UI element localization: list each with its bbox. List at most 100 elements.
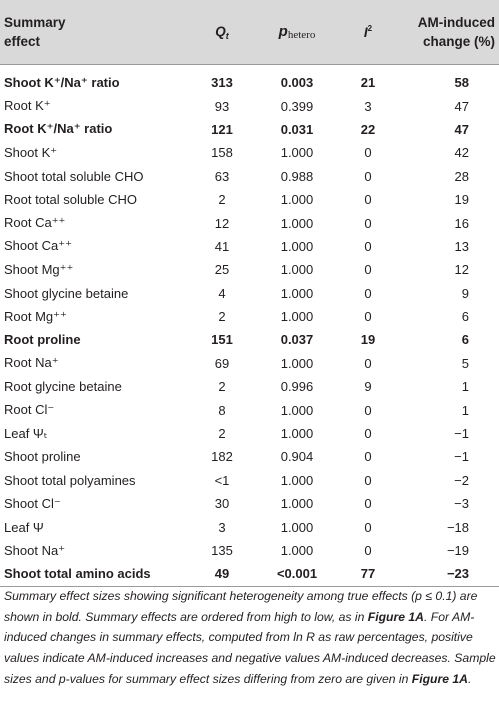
table-row: Shoot total polyamines <1 1.000 0 −2 xyxy=(0,469,499,492)
cell-am-induced-change: −1 xyxy=(454,426,469,442)
cell-am-induced-change: −23 xyxy=(396,562,499,587)
cell-p-hetero: 1.000 xyxy=(280,192,314,208)
cell-i-squared: 0 xyxy=(364,543,372,558)
cell-q-t: 151 xyxy=(211,332,233,348)
cell-summary-effect: Root glycine betaine xyxy=(4,379,122,395)
cell-q-t: 12 xyxy=(214,215,230,231)
cell-p-hetero: 1.000 xyxy=(280,309,314,325)
cell-i-squared: 77 xyxy=(340,562,396,587)
cell-am-induced-change: 58 xyxy=(454,75,469,91)
caption-figure-link-1[interactable]: Figure 1A xyxy=(367,609,424,624)
cell-q-t: 69 xyxy=(214,355,230,371)
cell-i-squared: 0 xyxy=(364,519,372,535)
caption-figure-link-2[interactable]: Figure 1A xyxy=(411,671,468,686)
cell-am-induced-change: 1 xyxy=(461,379,469,395)
cell-summary-effect: Shoot K⁺/Na⁺ ratio xyxy=(4,74,120,90)
cell-i-squared: 21 xyxy=(360,75,376,91)
cell-am-induced-change: −3 xyxy=(454,496,469,512)
cell-i-squared: 0 xyxy=(364,472,372,488)
cell-summary-effect: Shoot Ca⁺⁺ xyxy=(4,238,72,254)
table-row: Shoot total soluble CHO 63 0.988 0 28 xyxy=(0,165,499,188)
cell-summary-effect: Shoot K⁺ xyxy=(4,144,58,160)
cell-summary-effect: Root Ca⁺⁺ xyxy=(4,215,66,231)
cell-i-squared: 0 xyxy=(364,355,372,371)
cell-am-induced-change: 6 xyxy=(461,309,469,325)
header-summary-effect: Summary effect xyxy=(0,0,190,65)
cell-q-t: 3 xyxy=(218,519,226,535)
cell-summary-effect: Shoot glycine betaine xyxy=(4,285,129,301)
cell-p-hetero: <0.001 xyxy=(254,562,340,587)
cell-am-induced-change: 47 xyxy=(454,98,469,114)
cell-p-hetero: 1.000 xyxy=(280,262,314,278)
cell-summary-effect: Root Cl⁻ xyxy=(4,402,55,418)
cell-p-hetero: 0.037 xyxy=(280,332,314,348)
cell-i-squared: 0 xyxy=(364,238,372,254)
cell-i-squared: 0 xyxy=(364,402,372,418)
cell-q-t: 8 xyxy=(218,402,226,418)
cell-p-hetero: 1.000 xyxy=(280,426,314,442)
cell-p-hetero: 1.000 xyxy=(280,145,314,161)
cell-i-squared: 0 xyxy=(364,262,372,278)
cell-q-t: 313 xyxy=(211,75,233,91)
cell-i-squared: 19 xyxy=(360,332,376,348)
cell-q-t: 63 xyxy=(214,168,230,184)
header-q-subscript: t xyxy=(225,30,229,41)
cell-i-squared: 22 xyxy=(360,121,376,137)
header-change-line2: change (%) xyxy=(422,34,495,49)
cell-p-hetero: 1.000 xyxy=(280,519,314,535)
table-row: Shoot Mg⁺⁺ 25 1.000 0 12 xyxy=(0,258,499,281)
table-header-row: Summary effect Qt phetero I2 AM-induced … xyxy=(0,0,499,65)
header-effect-line1: Summary xyxy=(4,15,66,30)
cell-summary-effect: Root Na⁺ xyxy=(4,355,59,371)
table-row: Root proline 151 0.037 19 6 xyxy=(0,328,499,351)
table-row: Shoot Na⁺ 135 1.000 0 −19 xyxy=(0,539,499,562)
cell-am-induced-change: 13 xyxy=(454,238,469,254)
cell-summary-effect: Shoot proline xyxy=(4,449,81,465)
cell-i-squared: 0 xyxy=(364,449,372,465)
cell-p-hetero: 1.000 xyxy=(280,543,314,558)
cell-q-t: 2 xyxy=(218,309,226,325)
cell-i-squared: 3 xyxy=(364,98,372,114)
cell-am-induced-change: 28 xyxy=(454,168,469,184)
cell-summary-effect: Shoot total polyamines xyxy=(4,472,136,488)
table-row: Shoot glycine betaine 4 1.000 0 9 xyxy=(0,282,499,305)
cell-p-hetero: 0.003 xyxy=(280,75,314,91)
cell-i-squared: 0 xyxy=(364,192,372,208)
caption-text-2: . For AM-induced changes in summary effe… xyxy=(4,609,496,686)
cell-q-t: 93 xyxy=(214,98,230,114)
cell-p-hetero: 0.031 xyxy=(280,121,314,137)
cell-summary-effect: Shoot Mg⁺⁺ xyxy=(4,261,74,277)
table-row: Shoot K⁺/Na⁺ ratio 313 0.003 21 58 xyxy=(0,71,499,94)
table-row: Root Ca⁺⁺ 12 1.000 0 16 xyxy=(0,211,499,234)
cell-p-hetero: 1.000 xyxy=(280,355,314,371)
cell-q-t: 30 xyxy=(214,496,230,512)
header-change-line1: AM-induced xyxy=(417,15,495,30)
cell-p-hetero: 0.904 xyxy=(280,449,314,465)
cell-q-t: 135 xyxy=(211,543,233,558)
table-row: Root K⁺ 93 0.399 3 47 xyxy=(0,94,499,117)
table-row: Shoot total amino acids 49 <0.001 77 −23 xyxy=(0,562,499,587)
cell-p-hetero: 0.996 xyxy=(280,379,314,395)
table-row: Root Cl⁻ 8 1.000 0 1 xyxy=(0,398,499,421)
cell-p-hetero: 1.000 xyxy=(280,496,314,512)
cell-am-induced-change: 5 xyxy=(461,355,469,371)
cell-summary-effect: Root K⁺ xyxy=(4,98,51,114)
cell-q-t: 121 xyxy=(211,121,233,137)
cell-q-t: 2 xyxy=(218,426,226,442)
cell-q-t: <1 xyxy=(214,472,230,488)
cell-summary-effect: Root K⁺/Na⁺ ratio xyxy=(4,121,113,137)
cell-q-t: 2 xyxy=(218,192,226,208)
cell-am-induced-change: −18 xyxy=(446,519,469,535)
cell-p-hetero: 1.000 xyxy=(280,402,314,418)
header-p-hetero: phetero xyxy=(254,0,340,65)
caption-text-1: Summary effect sizes showing significant… xyxy=(4,589,478,624)
table-body: Shoot K⁺/Na⁺ ratio 313 0.003 21 58 Root K⁺ 93 0… xyxy=(0,65,499,587)
cell-i-squared: 0 xyxy=(364,426,372,442)
cell-summary-effect: Shoot total soluble CHO xyxy=(4,168,144,184)
summary-effects-table: Summary effect Qt phetero I2 AM-induced … xyxy=(0,0,499,587)
cell-am-induced-change: −1 xyxy=(454,449,469,465)
table-row: Root total soluble CHO 2 1.000 0 19 xyxy=(0,188,499,211)
cell-i-squared: 0 xyxy=(364,168,372,184)
header-i-squared: I2 xyxy=(340,0,396,65)
